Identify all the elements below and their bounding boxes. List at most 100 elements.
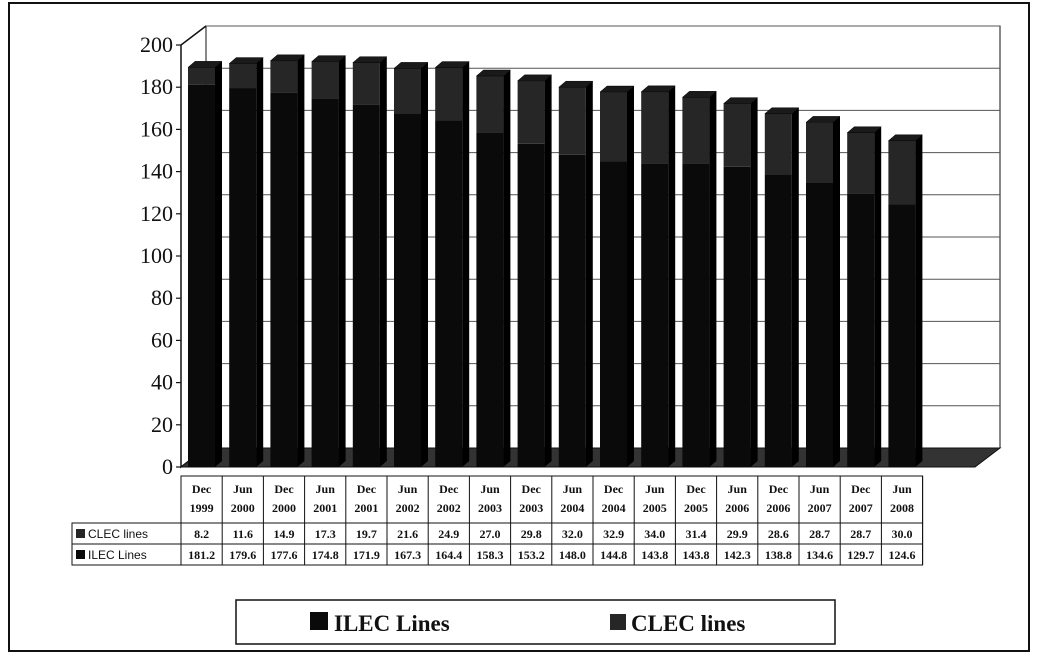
category-label: Dec <box>686 482 706 496</box>
data-label: 28.7 <box>850 527 871 541</box>
bar-clec <box>682 97 710 164</box>
data-label: 174.8 <box>312 548 339 562</box>
category-label: Dec <box>851 482 871 496</box>
bar-clec <box>888 140 916 205</box>
data-label: 32.0 <box>562 527 583 541</box>
bar-side <box>874 126 882 467</box>
category-label: 2006 <box>725 501 749 515</box>
data-label: 31.4 <box>686 527 707 541</box>
data-label: 158.3 <box>477 548 504 562</box>
row-swatch <box>76 529 85 538</box>
bar-ilec <box>311 98 339 467</box>
row-label: ILEC Lines <box>88 548 147 562</box>
data-label: 32.9 <box>603 527 624 541</box>
bar-ilec <box>476 132 504 467</box>
bar-side <box>668 85 676 467</box>
bar-ilec <box>764 174 792 467</box>
bar-clec <box>394 68 421 114</box>
category-label: 1999 <box>190 501 214 515</box>
category-label: 2004 <box>560 501 584 515</box>
chart-frame <box>8 2 1030 652</box>
category-label: Dec <box>769 482 789 496</box>
bar-ilec <box>641 163 669 467</box>
bar-top <box>310 55 347 62</box>
bar-clec <box>806 122 833 183</box>
bar-group <box>310 55 347 467</box>
data-label: 11.6 <box>233 527 253 541</box>
category-label: Jun <box>645 482 665 496</box>
bar-group <box>187 61 223 468</box>
bar-ilec <box>270 92 298 467</box>
bar-side <box>627 86 634 467</box>
bar-group <box>269 54 306 467</box>
category-label: Dec <box>357 482 377 496</box>
data-label: 148.0 <box>559 548 586 562</box>
bar-top <box>475 69 512 77</box>
bar-side <box>215 61 222 468</box>
bar-clec <box>229 63 257 89</box>
bar-group <box>681 91 718 467</box>
data-label: 124.6 <box>889 548 916 562</box>
bar-clec <box>764 113 792 175</box>
bar-clec <box>270 60 298 93</box>
bar-clec <box>847 132 875 194</box>
row-swatch <box>76 550 85 559</box>
bar-side <box>544 74 552 468</box>
bar-group <box>393 62 429 468</box>
data-label: 153.2 <box>518 548 545 562</box>
bar-top <box>352 56 388 63</box>
bar-top <box>393 62 429 69</box>
category-label: Jun <box>480 482 500 496</box>
bar-side <box>709 91 717 467</box>
bar-ilec <box>517 143 545 468</box>
bar-top <box>805 116 841 123</box>
data-label: 138.8 <box>765 548 792 562</box>
category-label: 2001 <box>313 501 337 515</box>
data-label: 142.3 <box>724 548 751 562</box>
category-label: 2005 <box>684 501 708 515</box>
bar-ilec <box>723 166 751 467</box>
bar-group <box>475 69 512 467</box>
legend-box <box>235 599 836 645</box>
data-label: 28.7 <box>809 527 830 541</box>
bars <box>187 54 924 468</box>
bar-ilec <box>888 204 916 467</box>
bar-top <box>434 61 470 68</box>
category-label: 2005 <box>643 501 667 515</box>
category-label: Dec <box>274 482 294 496</box>
data-label: 143.8 <box>683 548 710 562</box>
bar-group <box>434 61 470 468</box>
data-label: 181.2 <box>188 548 215 562</box>
data-table: Dec 1999 Jun 2000 Dec 2000 Jun 2001 Dec 2001 Jun 20… <box>71 475 924 566</box>
bar-side <box>750 97 758 468</box>
bar-clec <box>188 67 215 85</box>
y-tick-label: 160 <box>140 116 173 141</box>
y-axis-ticks: 0 20 40 60 80 100 120 140 160 180 200 <box>140 32 181 479</box>
category-label: Dec <box>439 482 459 496</box>
bar-group <box>764 107 800 467</box>
category-label: 2000 <box>272 501 296 515</box>
bar-group <box>887 134 924 467</box>
data-label: 179.6 <box>229 548 256 562</box>
bar-ilec <box>558 154 586 467</box>
bar-clec <box>311 61 339 99</box>
bar-side <box>503 70 511 467</box>
data-label: 171.9 <box>353 548 380 562</box>
category-label: Jun <box>316 482 336 496</box>
bar-clec <box>435 67 463 121</box>
bar-ilec <box>682 163 710 467</box>
category-label: Jun <box>563 482 583 496</box>
bar-group <box>805 116 841 467</box>
data-label: 134.6 <box>806 548 833 562</box>
bar-top <box>599 85 635 93</box>
bar-clec <box>558 87 586 155</box>
category-label: 2006 <box>766 501 790 515</box>
bar-top <box>764 107 800 115</box>
legend-swatch-clec <box>610 614 626 630</box>
data-label: 30.0 <box>892 527 913 541</box>
category-label: 2001 <box>354 501 378 515</box>
bar-clec <box>723 103 751 167</box>
category-label: 2004 <box>602 501 626 515</box>
bar-side <box>833 116 840 467</box>
category-label: 2002 <box>396 501 420 515</box>
